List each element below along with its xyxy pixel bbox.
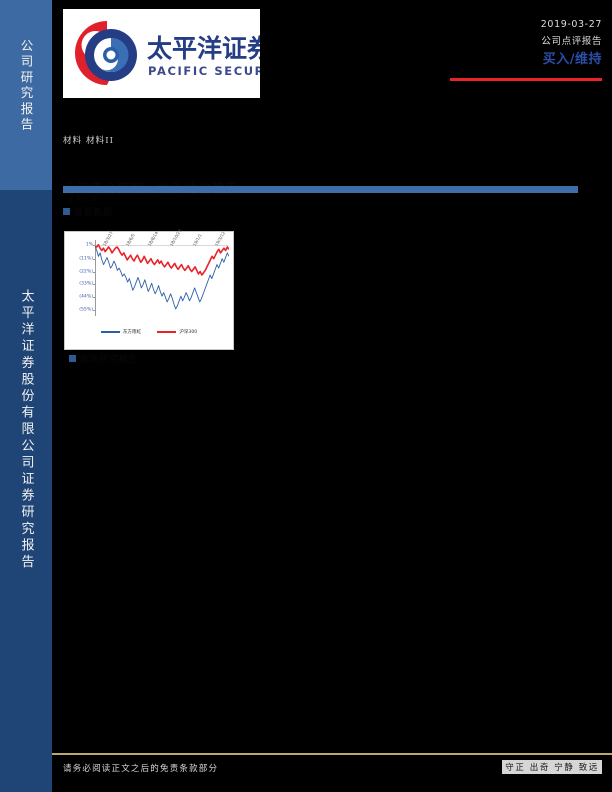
chart-y-tick-label: (11%) [79, 256, 93, 262]
left-sidebar: 公司研究报告 太平洋证券股份有限公司证券研究报告 [0, 0, 52, 792]
chart-y-tick-label: (55%) [79, 307, 93, 313]
chart-legend: 东方雨虹 沪深300 [65, 329, 233, 335]
report-header-meta: 2019-03-27 公司点评报告 买入/维持 [402, 18, 602, 68]
company-logo: 太平洋证券 PACIFIC SECURITIES [63, 9, 260, 98]
chart-y-tick [93, 297, 95, 299]
section-bullet-2 [69, 355, 76, 362]
section-heading-2: 相关研究报告： [80, 355, 148, 365]
footer-slogan: 守正 出奇 宁静 致远 [502, 760, 602, 774]
chart-gridline [95, 244, 229, 246]
title-accent-bar [63, 186, 578, 193]
report-kind: 公司点评报告 [541, 36, 602, 47]
logo-name-en: PACIFIC SECURITIES [148, 64, 260, 78]
pacific-securities-logo-icon [75, 21, 137, 85]
chart-y-tick-label: (44%) [79, 294, 93, 300]
chart-section-subtitle: 走势比较 [68, 195, 98, 203]
legend-item: 沪深300 [157, 329, 197, 335]
chart-y-tick-label: (22%) [79, 269, 93, 275]
logo-name-cn: 太平洋证券 [147, 34, 260, 63]
sidebar-band-company: 太平洋证券股份有限公司证券研究报告 [0, 190, 52, 792]
chart-y-axis [95, 240, 96, 316]
sidebar-band-report-type: 公司研究报告 [0, 0, 52, 190]
chart-y-tick [93, 271, 95, 273]
chart-line-沪深300 [95, 243, 229, 276]
sidebar-company-label: 太平洋证券股份有限公司证券研究报告 [18, 288, 34, 572]
legend-label: 沪深300 [179, 330, 198, 335]
chart-y-tick [93, 244, 95, 246]
sidebar-report-type-label: 公司研究报告 [18, 38, 34, 134]
chart-line-东方雨虹 [95, 245, 229, 310]
legend-swatch [157, 330, 177, 334]
page-content: 太平洋证券 PACIFIC SECURITIES 2019-03-27 公司点评… [52, 0, 612, 792]
footer-rule [52, 753, 612, 755]
chart-y-tick [93, 258, 95, 260]
chart-y-tick-label: 1% [85, 242, 93, 248]
legend-label: 东方雨虹 [122, 330, 142, 335]
section-heading-1: 股票数据 [74, 208, 113, 218]
chart-plot-area: 1% (11%) (22%) (33%) (44%) (55%) 18/3/27 18/6/5… [79, 228, 229, 316]
chart-y-tick-label: (33%) [79, 281, 93, 287]
chart-y-tick [93, 284, 95, 286]
chart-series-layer [95, 243, 229, 310]
industry-classification: 材料 材料II [63, 136, 115, 146]
price-trend-chart: 1% (11%) (22%) (33%) (44%) (55%) 18/3/27 18/6/5… [64, 228, 234, 350]
rating-badge: 买入/维持 [542, 52, 602, 67]
legend-item: 东方雨虹 [100, 329, 142, 335]
chart-y-tick [93, 310, 95, 312]
header-red-rule [450, 78, 602, 81]
legend-swatch [100, 331, 120, 333]
footer-disclaimer: 请务必阅读正文之后的免责条款部分 [63, 764, 219, 774]
section-bullet-1 [63, 208, 70, 215]
report-date: 2019-03-27 [540, 19, 602, 30]
